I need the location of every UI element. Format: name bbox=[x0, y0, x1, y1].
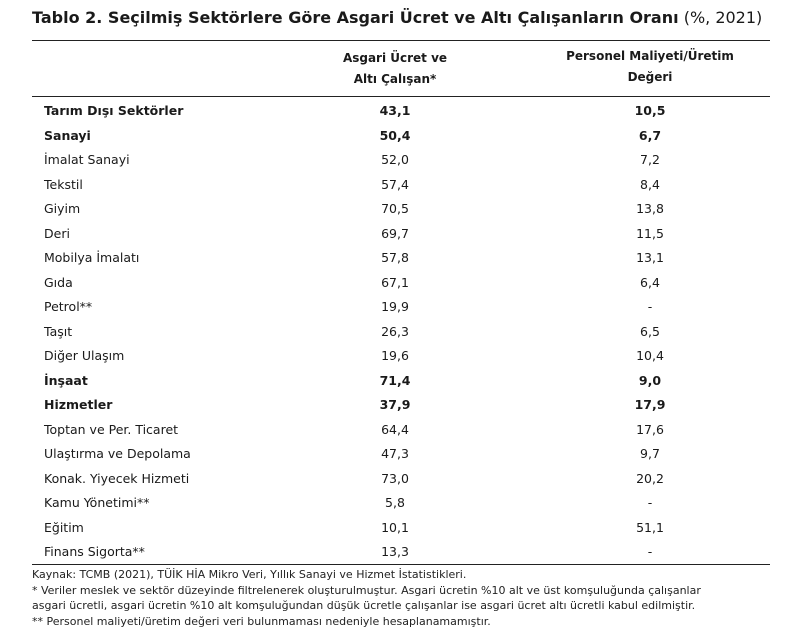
table-row: Deri 69,7 11,5 bbox=[32, 222, 770, 247]
minimum-wage-share: 13,3 bbox=[381, 544, 409, 559]
sector-name: İmalat Sanayi bbox=[44, 152, 130, 167]
table-row: Finans Sigorta** 13,3 - bbox=[32, 540, 770, 565]
table-row: Taşıt 26,3 6,5 bbox=[32, 320, 770, 345]
table-row: Toptan ve Per. Ticaret 64,4 17,6 bbox=[32, 418, 770, 443]
header-rule bbox=[32, 96, 770, 97]
sector-name: Finans Sigorta** bbox=[44, 544, 145, 559]
minimum-wage-share: 37,9 bbox=[379, 397, 411, 412]
minimum-wage-share: 67,1 bbox=[381, 274, 409, 290]
minimum-wage-share: 43,1 bbox=[379, 103, 411, 118]
personnel-cost-ratio: 10,4 bbox=[636, 348, 664, 363]
personnel-cost-ratio: 17,9 bbox=[634, 397, 666, 412]
table-title-main: Tablo 2. Seçilmiş Sektörlere Göre Asgari… bbox=[32, 8, 679, 27]
column-header-personnel-cost-line1: Personel Maliyeti/Üretim bbox=[566, 49, 734, 63]
sector-name: Toptan ve Per. Ticaret bbox=[44, 421, 179, 437]
table-row: İmalat Sanayi 52,0 7,2 bbox=[32, 148, 770, 173]
footnote-2: ** Personel maliyeti/üretim değeri veri … bbox=[32, 614, 491, 628]
personnel-cost-ratio: 9,0 bbox=[638, 372, 662, 388]
sector-name: İnşaat bbox=[44, 372, 88, 388]
minimum-wage-share: 57,8 bbox=[381, 250, 409, 265]
sector-name: Gıda bbox=[44, 274, 73, 290]
minimum-wage-share: 70,5 bbox=[381, 201, 409, 216]
column-header-personnel-cost-line2: Değeri bbox=[627, 70, 673, 84]
personnel-cost-ratio: 13,1 bbox=[636, 250, 664, 265]
sector-name: Petrol** bbox=[44, 299, 93, 314]
table-row: Tekstil 57,4 8,4 bbox=[32, 173, 770, 198]
minimum-wage-share: 19,6 bbox=[381, 348, 409, 363]
table-row: Ulaştırma ve Depolama 47,3 9,7 bbox=[32, 442, 770, 467]
personnel-cost-ratio: 6,7 bbox=[638, 127, 662, 143]
minimum-wage-share: 71,4 bbox=[379, 372, 411, 388]
sector-name: Diğer Ulaşım bbox=[44, 348, 125, 363]
personnel-cost-ratio: 7,2 bbox=[640, 152, 660, 167]
top-rule bbox=[32, 40, 770, 41]
personnel-cost-ratio: 6,5 bbox=[640, 323, 660, 339]
table-row: Gıda 67,1 6,4 bbox=[32, 271, 770, 296]
sector-name: Tekstil bbox=[44, 176, 83, 192]
footnote-1-line2: asgari ücretli, asgari ücretin %10 alt k… bbox=[32, 599, 696, 612]
personnel-cost-ratio: 51,1 bbox=[636, 519, 664, 535]
table-row: Eğitim 10,1 51,1 bbox=[32, 516, 770, 541]
table-row: Kamu Yönetimi** 5,8 - bbox=[32, 491, 770, 516]
sector-name: Ulaştırma ve Depolama bbox=[44, 446, 191, 461]
personnel-cost-ratio: 20,2 bbox=[636, 470, 664, 486]
table-row: Petrol** 19,9 - bbox=[32, 295, 770, 320]
column-header-minimum-wage-line1: Asgari Ücret ve bbox=[342, 51, 448, 65]
table-row: Konak. Yiyecek Hizmeti 73,0 20,2 bbox=[32, 467, 770, 492]
minimum-wage-share: 64,4 bbox=[381, 421, 409, 437]
minimum-wage-share: 47,3 bbox=[381, 446, 409, 461]
column-header-personnel-cost: Personel Maliyeti/Üretim Değeri bbox=[560, 46, 740, 88]
minimum-wage-share: 26,3 bbox=[381, 323, 409, 339]
sector-name: Eğitim bbox=[44, 519, 84, 535]
personnel-cost-ratio: 17,6 bbox=[636, 421, 664, 437]
personnel-cost-ratio: - bbox=[647, 495, 653, 510]
minimum-wage-share: 69,7 bbox=[381, 225, 409, 241]
source-note: Kaynak: TCMB (2021), TÜİK HİA Mikro Veri… bbox=[32, 568, 467, 581]
column-header-minimum-wage-line2: Altı Çalışan* bbox=[353, 72, 437, 86]
sector-name: Kamu Yönetimi** bbox=[44, 495, 150, 510]
sector-name: Giyim bbox=[44, 201, 81, 216]
minimum-wage-share: 5,8 bbox=[385, 495, 405, 510]
minimum-wage-share: 50,4 bbox=[379, 127, 411, 143]
personnel-cost-ratio: - bbox=[647, 544, 653, 559]
table-row: Mobilya İmalatı 57,8 13,1 bbox=[32, 246, 770, 271]
personnel-cost-ratio: 8,4 bbox=[640, 176, 660, 192]
minimum-wage-share: 10,1 bbox=[381, 519, 409, 535]
personnel-cost-ratio: 13,8 bbox=[636, 201, 664, 216]
column-header-minimum-wage: Asgari Ücret ve Altı Çalışan* bbox=[305, 48, 485, 90]
sector-name: Deri bbox=[44, 225, 70, 241]
minimum-wage-share: 57,4 bbox=[381, 176, 409, 192]
table-row: Giyim 70,5 13,8 bbox=[32, 197, 770, 222]
table-row: Tarım Dışı Sektörler 43,1 10,5 bbox=[32, 99, 770, 124]
minimum-wage-share: 19,9 bbox=[381, 299, 409, 314]
sector-name: Mobilya İmalatı bbox=[44, 250, 140, 265]
table-body: Tarım Dışı Sektörler 43,1 10,5 Sanayi 50,4 6,… bbox=[32, 99, 770, 565]
personnel-cost-ratio: 6,4 bbox=[640, 274, 660, 290]
footnote-1-line1: * Veriler meslek ve sektör düzeyinde fil… bbox=[32, 583, 701, 597]
table-row: İnşaat 71,4 9,0 bbox=[32, 369, 770, 394]
table-title: Tablo 2. Seçilmiş Sektörlere Göre Asgari… bbox=[32, 7, 762, 29]
sector-name: Konak. Yiyecek Hizmeti bbox=[44, 470, 190, 486]
personnel-cost-ratio: 10,5 bbox=[634, 103, 666, 118]
table-title-suffix: (%, 2021) bbox=[678, 8, 763, 27]
personnel-cost-ratio: 9,7 bbox=[640, 446, 660, 461]
sector-name: Sanayi bbox=[44, 127, 91, 143]
table-notes: Kaynak: TCMB (2021), TÜİK HİA Mikro Veri… bbox=[32, 567, 701, 629]
sector-name: Taşıt bbox=[44, 323, 73, 339]
personnel-cost-ratio: 11,5 bbox=[636, 225, 664, 241]
minimum-wage-share: 52,0 bbox=[381, 152, 409, 167]
minimum-wage-share: 73,0 bbox=[381, 470, 409, 486]
sector-name: Tarım Dışı Sektörler bbox=[44, 103, 184, 118]
bottom-rule bbox=[32, 564, 770, 565]
table-row: Diğer Ulaşım 19,6 10,4 bbox=[32, 344, 770, 369]
table-row: Hizmetler 37,9 17,9 bbox=[32, 393, 770, 418]
table-row: Sanayi 50,4 6,7 bbox=[32, 124, 770, 149]
sector-name: Hizmetler bbox=[44, 397, 113, 412]
personnel-cost-ratio: - bbox=[647, 299, 653, 314]
